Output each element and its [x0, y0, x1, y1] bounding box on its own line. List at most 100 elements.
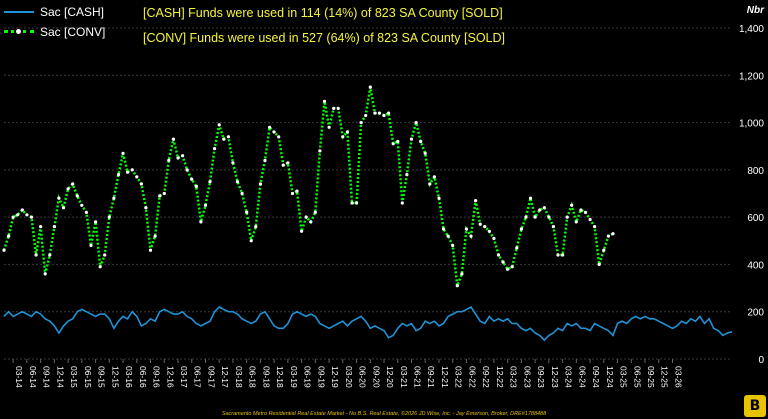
data-point-conv: [542, 206, 546, 210]
data-point-conv: [432, 175, 436, 179]
legend-label-conv: Sac [CONV]: [40, 25, 106, 39]
x-tick-label: 03-21: [399, 366, 409, 388]
x-tick-label: 03-25: [619, 366, 629, 388]
x-tick-label: 03-24: [564, 366, 574, 388]
data-point-conv: [208, 180, 212, 184]
data-point-conv: [556, 253, 560, 257]
data-point-conv: [98, 265, 102, 269]
x-tick-label: 06-18: [248, 366, 258, 388]
logo-letter: B: [749, 398, 761, 414]
data-point-conv: [487, 229, 491, 233]
legend-label-cash: Sac [CASH]: [40, 5, 105, 19]
data-point-conv: [460, 272, 464, 276]
x-tick-label: 12-17: [220, 366, 230, 388]
data-point-conv: [235, 180, 240, 184]
data-point-conv: [441, 227, 446, 231]
data-point-conv: [57, 196, 61, 200]
legend: Sac [CASH] Sac [CONV]: [4, 2, 105, 42]
y-axis-label: Nbr: [747, 5, 765, 16]
x-tick-label: 09-24: [591, 366, 601, 388]
data-point-conv: [286, 161, 290, 165]
data-point-conv: [355, 201, 359, 205]
data-point-conv: [588, 217, 592, 222]
data-point-conv: [345, 130, 349, 134]
x-tick-label: 03-19: [289, 366, 299, 388]
data-point-conv: [313, 210, 317, 214]
data-point-conv: [116, 173, 121, 177]
y-axis-ticks: 0 200 400 600 800 1,000 1,200 1,400: [739, 24, 764, 366]
x-tick-label: 06-15: [83, 366, 93, 388]
x-tick-label: 03-15: [69, 366, 79, 388]
data-point-conv: [185, 168, 189, 172]
data-point-conv: [43, 272, 47, 276]
data-point-conv: [455, 284, 459, 288]
x-tick-label: 06-16: [138, 366, 148, 388]
brand-logo: B: [744, 395, 766, 417]
series-group: [2, 85, 733, 342]
data-point-conv: [373, 111, 377, 115]
data-point-conv: [423, 151, 427, 155]
data-point-conv: [561, 253, 565, 257]
legend-item-cash: Sac [CASH]: [4, 2, 105, 22]
data-point-conv: [341, 135, 345, 139]
data-point-conv: [203, 203, 208, 207]
x-tick-label: 06-19: [303, 366, 313, 388]
data-point-conv: [611, 232, 615, 236]
data-point-conv: [171, 137, 175, 141]
x-tick-label: 12-21: [440, 366, 450, 388]
data-point-conv: [547, 215, 551, 219]
data-point-conv: [574, 220, 578, 224]
legend-swatch-conv: [4, 26, 34, 38]
y-tick-label: 600: [747, 213, 764, 224]
data-point-conv: [350, 201, 354, 205]
data-point-conv: [121, 151, 125, 155]
data-point-conv: [130, 168, 134, 172]
data-point-conv: [437, 196, 441, 200]
data-point-conv: [492, 236, 496, 240]
data-point-conv: [551, 225, 556, 229]
annotation-conv: [CONV] Funds were used in 527 (64%) of 8…: [143, 31, 505, 45]
data-point-conv: [593, 225, 597, 229]
data-point-conv: [16, 213, 20, 217]
data-point-conv: [144, 206, 148, 210]
legend-swatch-cash: [4, 6, 34, 18]
data-point-conv: [332, 106, 336, 110]
data-point-conv: [194, 184, 198, 188]
data-point-conv: [377, 111, 381, 115]
data-point-conv: [107, 215, 111, 219]
data-point-conv: [263, 158, 267, 162]
data-point-conv: [496, 253, 501, 257]
data-point-conv: [2, 248, 6, 252]
data-point-conv: [139, 182, 143, 186]
data-point-conv: [364, 113, 368, 118]
data-point-conv: [396, 139, 400, 144]
data-point-conv: [451, 243, 455, 248]
data-point-conv: [231, 161, 235, 165]
data-point-conv: [281, 163, 285, 167]
data-point-conv: [39, 225, 43, 229]
x-tick-label: 03-17: [179, 366, 189, 388]
data-point-conv: [217, 123, 221, 127]
data-point-conv: [75, 194, 79, 198]
data-point-conv: [565, 215, 569, 219]
data-point-conv: [226, 135, 230, 139]
data-point-conv: [94, 220, 98, 224]
data-point-conv: [213, 147, 217, 151]
data-point-conv: [80, 203, 84, 207]
x-tick-label: 12-16: [165, 366, 175, 388]
y-tick-label: 1,200: [739, 71, 764, 82]
data-point-conv: [304, 215, 308, 219]
data-point-conv: [153, 234, 157, 238]
data-point-conv: [318, 149, 322, 153]
data-point-conv: [428, 182, 432, 186]
x-tick-label: 12-14: [55, 366, 65, 388]
data-point-conv: [469, 234, 473, 238]
annotation-cash: [CASH] Funds were used in 114 (14%) of 8…: [143, 6, 503, 20]
data-point-conv: [583, 210, 588, 214]
x-tick-label: 03-16: [124, 366, 134, 388]
data-point-conv: [199, 220, 203, 224]
x-tick-label: 12-19: [330, 366, 340, 388]
data-point-conv: [400, 201, 404, 205]
data-point-conv: [103, 253, 107, 257]
data-point-conv: [570, 203, 574, 207]
